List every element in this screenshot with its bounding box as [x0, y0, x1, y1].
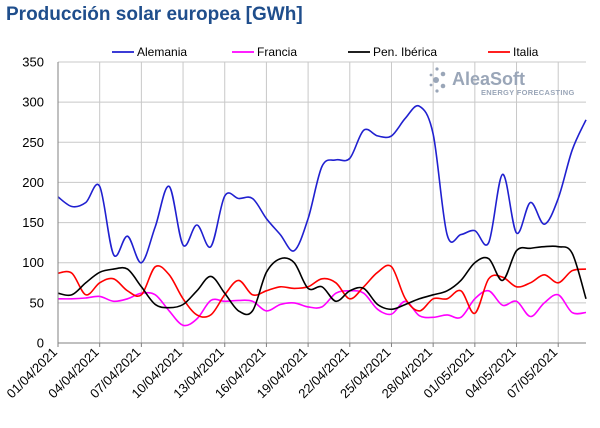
legend-label: Francia: [257, 45, 297, 59]
legend-label: Italia: [513, 45, 539, 59]
axes: [57, 62, 586, 347]
y-tick-label: 100: [22, 255, 44, 270]
series-line-alemania: [57, 104, 587, 264]
chart-title: Producción solar europea [GWh]: [6, 4, 303, 25]
series-lines: [57, 104, 587, 327]
legend-label: Alemania: [137, 45, 187, 59]
y-tick-label: 300: [22, 95, 44, 110]
aleasoft-logo-icon: [429, 67, 446, 93]
legend-item-francia: Francia: [232, 45, 297, 59]
logo-tagline: ENERGY FORECASTING: [481, 88, 575, 97]
y-tick-label: 250: [22, 135, 44, 150]
legend-item-pen-ib-rica: Pen. Ibérica: [348, 45, 437, 59]
y-tick-label: 150: [22, 215, 44, 230]
y-tick-label: 0: [37, 336, 44, 351]
legend-item-alemania: Alemania: [112, 45, 187, 59]
legend: Alemania Francia Pen. Ibérica Italia: [112, 45, 539, 59]
aleasoft-logo: AleaSoft ENERGY FORECASTING: [429, 67, 575, 97]
logo-name: AleaSoft: [452, 69, 525, 89]
legend-label: Pen. Ibérica: [373, 45, 437, 59]
series-line-pen-ib-rica: [57, 245, 587, 316]
gridlines: [57, 61, 586, 344]
y-tick-label: 350: [22, 55, 44, 70]
y-tick-labels: 0 50 100 150 200 250 300 350: [22, 55, 44, 351]
legend-item-italia: Italia: [488, 45, 539, 59]
y-tick-label: 200: [22, 175, 44, 190]
y-tick-label: 50: [30, 295, 44, 310]
x-tick-labels: 01/04/202104/04/202107/04/202110/04/2021…: [3, 345, 560, 402]
